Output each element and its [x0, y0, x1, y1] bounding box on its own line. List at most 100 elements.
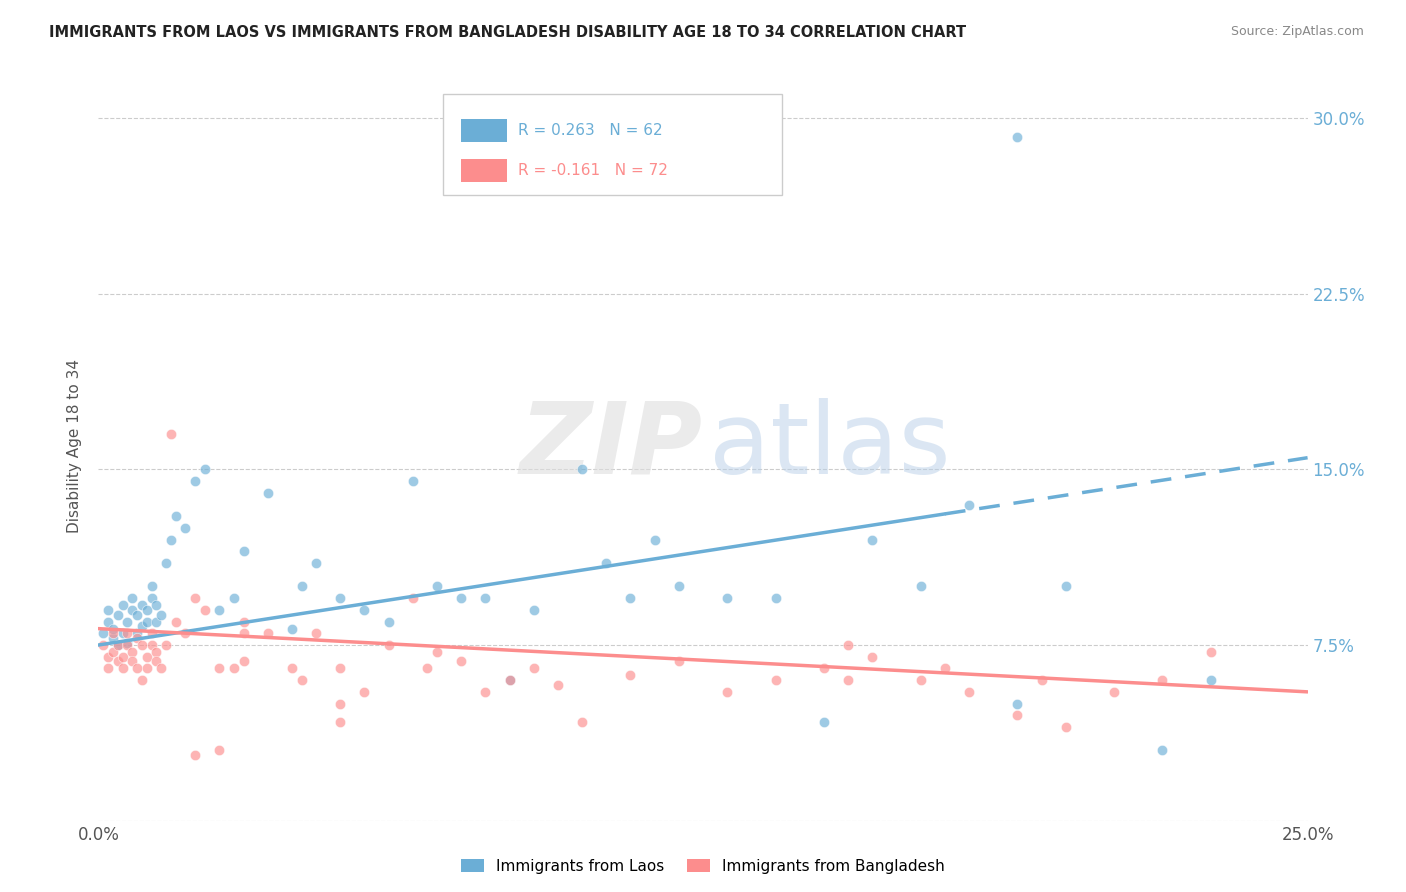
Point	[353, 685, 375, 699]
Point	[1054, 720, 1077, 734]
Point	[155, 638, 177, 652]
Point	[256, 626, 278, 640]
Legend: Immigrants from Laos, Immigrants from Bangladesh: Immigrants from Laos, Immigrants from Ba…	[454, 853, 952, 880]
Point	[1199, 645, 1222, 659]
Point	[194, 462, 217, 476]
Point	[117, 638, 139, 652]
Point	[305, 556, 328, 570]
Point	[416, 661, 439, 675]
Point	[353, 603, 375, 617]
Point	[910, 580, 932, 594]
Point	[141, 638, 163, 652]
Point	[194, 603, 217, 617]
Text: R = 0.263   N = 62: R = 0.263 N = 62	[517, 123, 662, 138]
Point	[135, 603, 157, 617]
Point	[644, 533, 666, 547]
Point	[141, 626, 163, 640]
Point	[107, 655, 129, 669]
Point	[222, 591, 245, 606]
Point	[174, 626, 197, 640]
Point	[426, 580, 449, 594]
Point	[145, 655, 167, 669]
Point	[281, 622, 304, 636]
Point	[1199, 673, 1222, 688]
Point	[155, 556, 177, 570]
Point	[208, 743, 231, 757]
Point	[402, 474, 425, 488]
Point	[145, 615, 167, 629]
Point	[150, 607, 173, 622]
Point	[934, 661, 956, 675]
Point	[135, 661, 157, 675]
Point	[668, 580, 690, 594]
Point	[107, 638, 129, 652]
Point	[111, 649, 134, 664]
Point	[256, 485, 278, 500]
Point	[160, 427, 183, 442]
Point	[402, 591, 425, 606]
Text: ZIP: ZIP	[520, 398, 703, 494]
Point	[668, 655, 690, 669]
Text: Source: ZipAtlas.com: Source: ZipAtlas.com	[1230, 25, 1364, 38]
Point	[101, 626, 124, 640]
Point	[111, 599, 134, 613]
Point	[232, 544, 254, 558]
Point	[208, 603, 231, 617]
Point	[716, 591, 738, 606]
Point	[184, 474, 207, 488]
Point	[860, 649, 883, 664]
Point	[127, 631, 149, 645]
Point	[131, 673, 153, 688]
Point	[121, 591, 143, 606]
Point	[111, 661, 134, 675]
Point	[329, 697, 352, 711]
Point	[165, 615, 187, 629]
Point	[107, 638, 129, 652]
Y-axis label: Disability Age 18 to 34: Disability Age 18 to 34	[67, 359, 83, 533]
Point	[547, 678, 569, 692]
Point	[127, 661, 149, 675]
Point	[101, 622, 124, 636]
Point	[160, 533, 183, 547]
Point	[290, 673, 312, 688]
Point	[837, 638, 859, 652]
Point	[474, 685, 496, 699]
Point	[121, 603, 143, 617]
Point	[837, 673, 859, 688]
Point	[141, 580, 163, 594]
Point	[150, 661, 173, 675]
Point	[1152, 673, 1174, 688]
Point	[97, 615, 120, 629]
Point	[1007, 697, 1029, 711]
Point	[716, 685, 738, 699]
FancyBboxPatch shape	[461, 159, 508, 181]
Text: R = -0.161   N = 72: R = -0.161 N = 72	[517, 162, 668, 178]
Point	[860, 533, 883, 547]
Point	[117, 635, 139, 649]
Point	[329, 591, 352, 606]
Point	[1054, 580, 1077, 594]
Point	[232, 626, 254, 640]
Point	[135, 615, 157, 629]
Point	[571, 462, 593, 476]
Point	[131, 599, 153, 613]
Point	[498, 673, 520, 688]
Point	[957, 498, 980, 512]
Point	[377, 638, 399, 652]
Point	[1007, 130, 1029, 145]
Point	[101, 645, 124, 659]
Point	[910, 673, 932, 688]
Point	[813, 661, 835, 675]
FancyBboxPatch shape	[443, 94, 782, 195]
Point	[165, 509, 187, 524]
Point	[1031, 673, 1053, 688]
Point	[450, 655, 472, 669]
Point	[571, 715, 593, 730]
Point	[117, 626, 139, 640]
Point	[450, 591, 472, 606]
Point	[222, 661, 245, 675]
Point	[329, 661, 352, 675]
Point	[957, 685, 980, 699]
Point	[426, 645, 449, 659]
Point	[498, 673, 520, 688]
